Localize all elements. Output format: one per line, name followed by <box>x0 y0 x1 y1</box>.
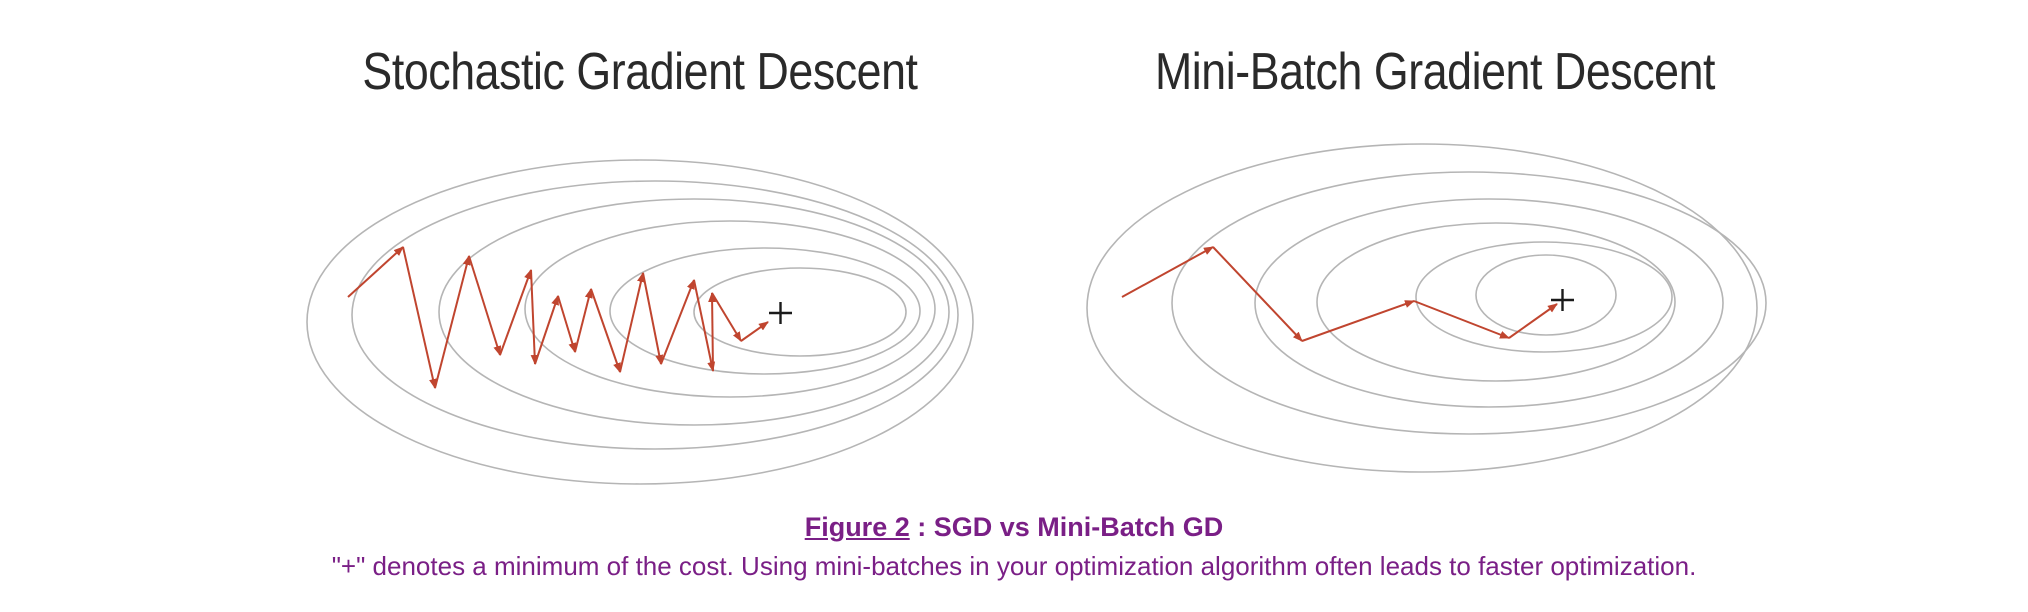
gradient-descent-diagram <box>306 143 1767 485</box>
sgd-contour-3 <box>438 198 950 426</box>
minibatch-path <box>1121 246 1558 342</box>
caption-separator: : <box>909 512 934 542</box>
minibatch-contour-2 <box>1171 171 1767 435</box>
minibatch-contours <box>1086 143 1767 473</box>
figure-label: Figure 2 <box>804 512 910 542</box>
sgd-contours <box>306 159 974 485</box>
minibatch-panel-title: Mini-Batch Gradient Descent <box>1154 43 1716 101</box>
minibatch-contour-6 <box>1475 254 1617 336</box>
sgd-contour-5 <box>609 247 921 375</box>
sgd-contour-1 <box>306 159 974 485</box>
sgd-contour-4 <box>524 220 936 398</box>
figure-caption-text: "+" denotes a minimum of the cost. Using… <box>331 551 1697 581</box>
minibatch-contour-3 <box>1254 198 1724 408</box>
sgd-panel-title: Stochastic Gradient Descent <box>362 43 918 101</box>
sgd-contour-2 <box>351 180 959 450</box>
minibatch-contour-5 <box>1415 241 1673 353</box>
minibatch-contour-1 <box>1086 143 1758 473</box>
sgd-path <box>347 246 769 389</box>
figure-caption-title: Figure 2 : SGD vs Mini-Batch GD <box>0 512 2028 543</box>
figure-title: SGD vs Mini-Batch GD <box>933 512 1224 542</box>
sgd-contour-6 <box>693 267 907 357</box>
minibatch-minimum-marker <box>1551 289 1574 311</box>
sgd-minimum-marker <box>769 302 792 324</box>
minibatch-contour-4 <box>1316 222 1676 382</box>
